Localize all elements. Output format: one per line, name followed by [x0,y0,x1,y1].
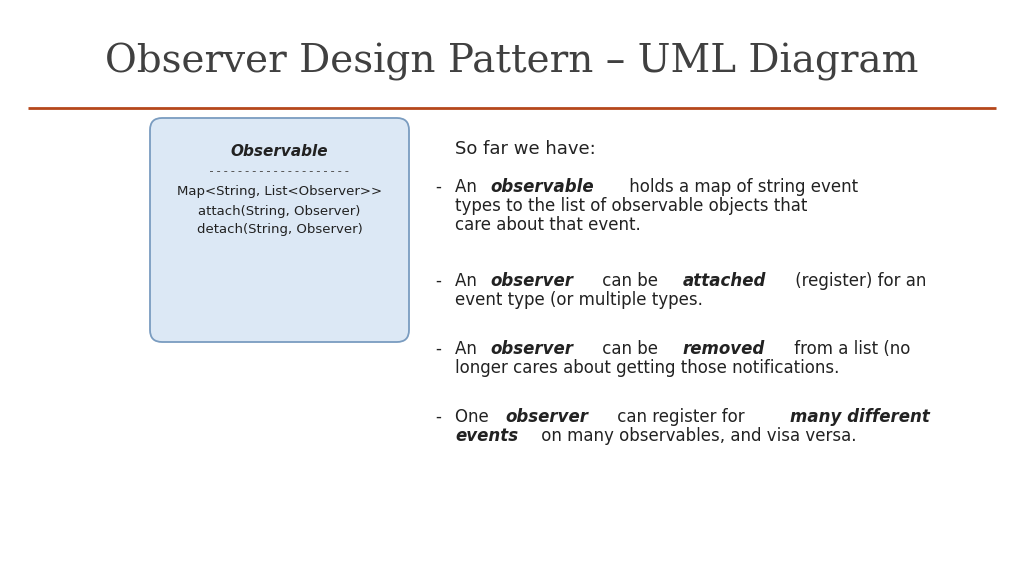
Text: can be: can be [597,340,664,358]
Text: -: - [435,272,441,290]
Text: observer: observer [505,408,589,426]
FancyBboxPatch shape [150,118,409,342]
Text: event type (or multiple types.: event type (or multiple types. [455,291,702,309]
Text: An: An [455,340,482,358]
Text: Observer Design Pattern – UML Diagram: Observer Design Pattern – UML Diagram [105,43,919,81]
Text: An: An [455,272,482,290]
Text: holds a map of string event: holds a map of string event [624,178,858,196]
Text: observable: observable [490,178,594,196]
Text: care about that event.: care about that event. [455,216,641,234]
Text: Observable: Observable [230,145,329,160]
Text: observer: observer [490,340,573,358]
Text: on many observables, and visa versa.: on many observables, and visa versa. [537,427,857,445]
Text: Map<String, List<Observer>>: Map<String, List<Observer>> [177,185,382,199]
Text: many different: many different [791,408,930,426]
Text: attach(String, Observer): attach(String, Observer) [199,204,360,218]
Text: longer cares about getting those notifications.: longer cares about getting those notific… [455,359,840,377]
Text: (register) for an: (register) for an [791,272,927,290]
Text: removed: removed [683,340,765,358]
Text: One: One [455,408,494,426]
Text: So far we have:: So far we have: [455,140,596,158]
Text: can register for: can register for [612,408,751,426]
Text: -: - [435,340,441,358]
Text: An: An [455,178,482,196]
Text: can be: can be [597,272,664,290]
Text: events: events [455,427,518,445]
Text: types to the list of observable objects that: types to the list of observable objects … [455,197,807,215]
Text: attached: attached [683,272,766,290]
Text: from a list (no: from a list (no [788,340,910,358]
Text: -: - [435,178,441,196]
Text: observer: observer [490,272,573,290]
Text: detach(String, Observer): detach(String, Observer) [197,223,362,237]
Text: --------------------: -------------------- [208,165,351,179]
Text: -: - [435,408,441,426]
